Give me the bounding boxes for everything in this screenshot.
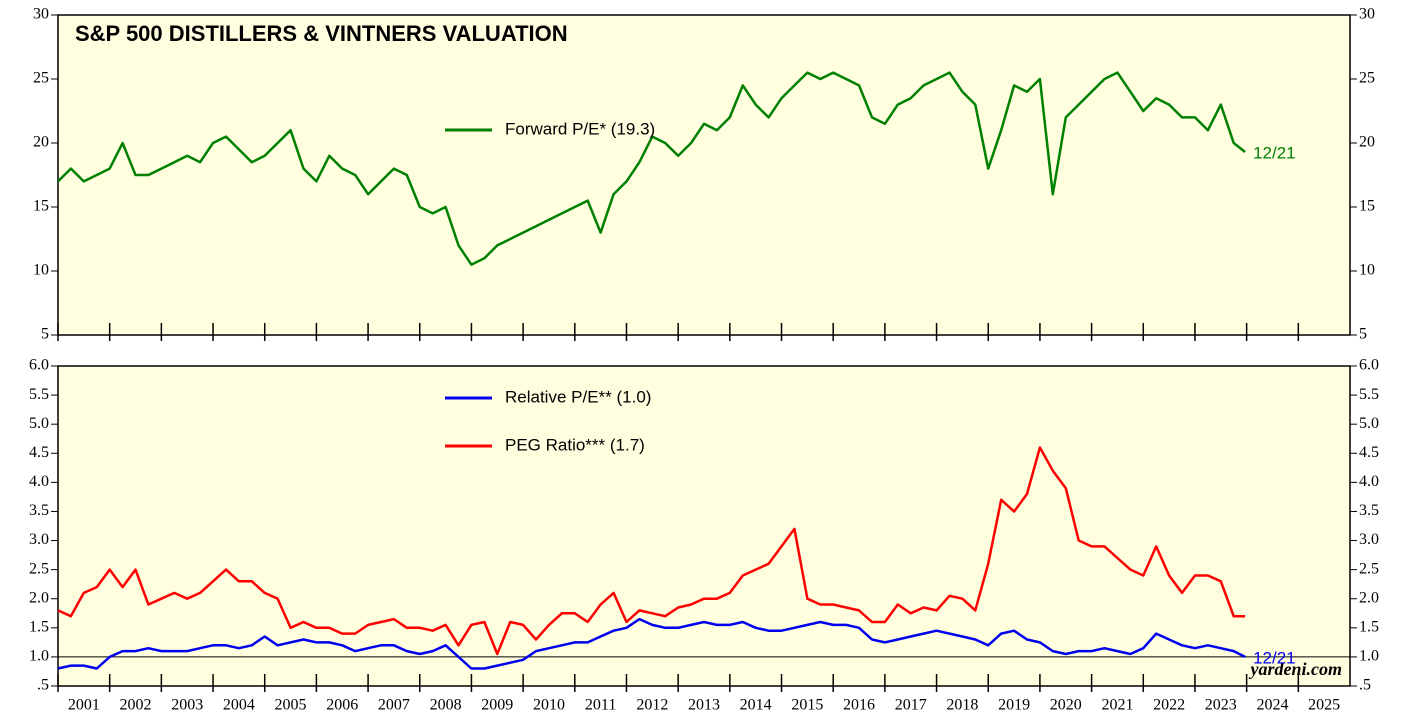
- y-tick-label: 6.0: [1359, 357, 1379, 374]
- x-tick-label: 2012: [636, 697, 668, 714]
- y-tick-label: 3.5: [1359, 502, 1379, 519]
- x-tick-label: 2016: [843, 697, 875, 714]
- y-tick-label: 20: [1359, 134, 1375, 151]
- y-tick-label: 3.0: [29, 531, 49, 548]
- y-tick-label: 6.0: [29, 357, 49, 374]
- y-tick-label: 1.0: [1359, 648, 1379, 665]
- y-tick-label: 5: [41, 326, 49, 343]
- x-tick-label: 2003: [171, 697, 203, 714]
- end-label: 12/21: [1253, 143, 1296, 162]
- y-tick-label: 5.5: [29, 386, 49, 403]
- x-tick-label: 2022: [1153, 697, 1185, 714]
- chart-title: S&P 500 DISTILLERS & VINTNERS VALUATION: [75, 21, 568, 46]
- y-tick-label: 2.0: [1359, 589, 1379, 606]
- y-tick-label: 20: [33, 134, 49, 151]
- x-tick-label: 2002: [120, 697, 152, 714]
- series-line: [57, 446, 1246, 656]
- x-tick-label: 2023: [1205, 697, 1237, 714]
- x-tick-label: 2024: [1256, 697, 1288, 714]
- x-tick-label: 2020: [1050, 697, 1082, 714]
- y-tick-label: 2.0: [29, 589, 49, 606]
- y-tick-label: 2.5: [1359, 560, 1379, 577]
- y-tick-label: 3.0: [1359, 531, 1379, 548]
- y-tick-label: 5.0: [1359, 415, 1379, 432]
- y-tick-label: 10: [1359, 262, 1375, 279]
- x-tick-label: 2019: [998, 697, 1030, 714]
- x-tick-label: 2017: [895, 697, 927, 714]
- y-tick-label: 15: [33, 198, 49, 215]
- y-tick-label: 4.5: [1359, 444, 1379, 461]
- x-tick-label: 2008: [430, 697, 462, 714]
- y-tick-label: 1.5: [29, 618, 49, 635]
- x-tick-label: 2007: [378, 697, 410, 714]
- series-line: [57, 71, 1246, 266]
- y-tick-label: 5.0: [29, 415, 49, 432]
- x-tick-label: 2006: [326, 697, 358, 714]
- y-tick-label: 25: [1359, 70, 1375, 87]
- y-tick-label: 30: [33, 6, 49, 23]
- legend-label: Relative P/E** (1.0): [505, 387, 651, 406]
- x-tick-label: 2013: [688, 697, 720, 714]
- x-tick-label: 2004: [223, 697, 255, 714]
- y-tick-label: 25: [33, 70, 49, 87]
- y-tick-label: .5: [37, 677, 49, 694]
- x-tick-label: 2025: [1308, 697, 1340, 714]
- x-tick-label: 2005: [275, 697, 307, 714]
- source: yardeni.com: [1249, 659, 1343, 679]
- y-tick-label: 30: [1359, 6, 1375, 23]
- series-line: [57, 617, 1246, 670]
- y-tick-label: 4.5: [29, 444, 49, 461]
- x-tick-label: 2009: [481, 697, 513, 714]
- end-label: 12/21: [1253, 648, 1296, 667]
- y-tick-label: 1.5: [1359, 618, 1379, 635]
- x-tick-label: 2015: [791, 697, 823, 714]
- y-tick-label: 10: [33, 262, 49, 279]
- plot-area: [57, 14, 1351, 336]
- y-tick-label: .5: [1359, 677, 1371, 694]
- y-tick-label: 4.0: [1359, 473, 1379, 490]
- y-tick-label: 5.5: [1359, 386, 1379, 403]
- x-tick-label: 2011: [585, 697, 616, 714]
- x-tick-label: 2021: [1101, 697, 1133, 714]
- y-tick-label: 3.5: [29, 502, 49, 519]
- y-tick-label: 15: [1359, 198, 1375, 215]
- y-tick-label: 2.5: [29, 560, 49, 577]
- y-tick-label: 4.0: [29, 473, 49, 490]
- y-tick-label: 1.0: [29, 648, 49, 665]
- x-tick-label: 2018: [946, 697, 978, 714]
- legend-label: PEG Ratio*** (1.7): [505, 435, 645, 454]
- x-tick-label: 2001: [68, 697, 100, 714]
- legend-label: Forward P/E* (19.3): [505, 119, 655, 138]
- x-tick-label: 2010: [533, 697, 565, 714]
- y-tick-label: 5: [1359, 326, 1367, 343]
- x-tick-label: 2014: [740, 697, 772, 714]
- plot-area: [57, 365, 1351, 687]
